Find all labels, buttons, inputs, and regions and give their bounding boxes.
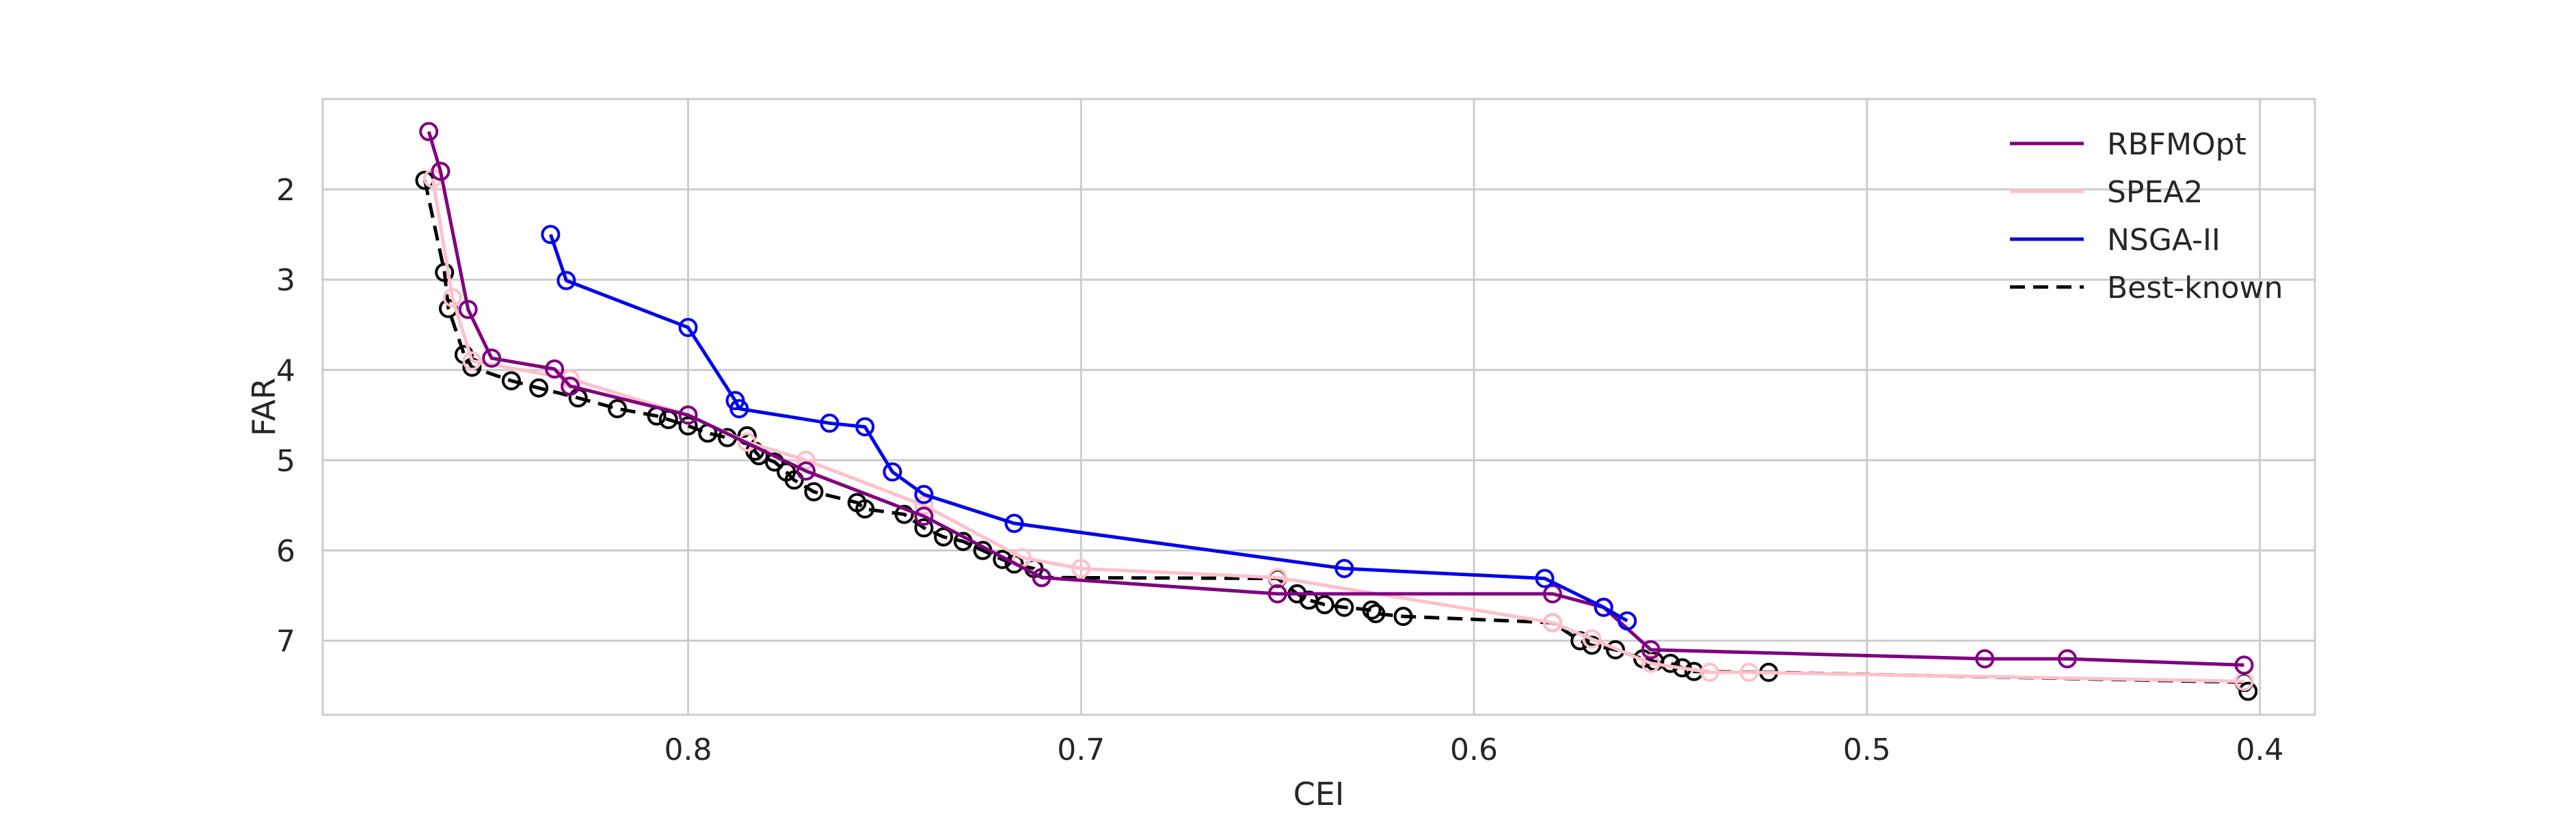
series-layer	[415, 122, 2258, 701]
legend-item-spea2: SPEA2	[2010, 175, 2203, 210]
y-axis-label: FAR	[245, 378, 282, 437]
legend-item-nsga-ii: NSGA-II	[2010, 223, 2221, 258]
legend-label-nsga-ii: NSGA-II	[2107, 223, 2221, 258]
data-point-spea2	[1700, 662, 1719, 682]
data-point-best-known	[1362, 600, 1382, 620]
data-point-best-known	[1605, 640, 1625, 659]
data-point-nsga-ii	[729, 399, 749, 419]
data-point-spea2	[1739, 662, 1759, 682]
y-tick-label: 5	[276, 443, 295, 478]
y-tick-label: 7	[276, 625, 295, 659]
grid-lines	[323, 99, 2315, 715]
data-point-best-known	[855, 499, 875, 519]
data-point-best-known	[1582, 636, 1602, 655]
data-point-best-known	[764, 452, 784, 472]
data-point-nsga-ii	[1334, 558, 1354, 578]
data-point-rbfmopt	[419, 122, 439, 141]
data-point-best-known	[678, 416, 698, 436]
data-point-spea2	[796, 450, 816, 470]
data-point-nsga-ii	[1618, 611, 1637, 631]
y-tick-label: 3	[276, 263, 295, 298]
data-point-best-known	[501, 371, 521, 391]
data-point-spea2	[914, 495, 934, 515]
data-point-best-known	[529, 378, 549, 398]
data-point-rbfmopt	[561, 377, 580, 396]
series-line-nsga-ii	[549, 234, 1628, 623]
data-point-best-known	[435, 262, 455, 282]
data-point-nsga-ii	[855, 417, 875, 437]
data-point-rbfmopt	[2234, 655, 2254, 675]
series-line-spea2	[431, 178, 2244, 683]
data-point-rbfmopt	[1542, 584, 1562, 603]
x-tick-label: 0.5	[1843, 733, 1891, 767]
data-point-spea2	[462, 351, 482, 371]
data-point-nsga-ii	[1594, 597, 1613, 617]
data-point-rbfmopt	[458, 299, 478, 319]
data-point-best-known	[804, 482, 824, 502]
data-point-best-known	[1334, 597, 1354, 617]
legend-label-spea2: SPEA2	[2107, 175, 2203, 210]
tick-labels: 0.8 0.7 0.6 0.5 0.4 2 3 4 5 6 7	[276, 173, 2284, 767]
data-point-spea2	[737, 433, 757, 452]
data-point-spea2	[442, 288, 462, 308]
legend-item-best-known: Best-known	[2010, 271, 2283, 305]
y-tick-label: 4	[276, 353, 295, 388]
x-tick-label: 0.4	[2236, 733, 2284, 767]
legend-label-best-known: Best-known	[2107, 271, 2283, 305]
x-tick-label: 0.7	[1057, 733, 1105, 767]
y-tick-label: 6	[276, 534, 295, 569]
data-point-spea2	[1071, 558, 1091, 578]
data-point-rbfmopt	[431, 161, 451, 181]
data-point-rbfmopt	[482, 348, 502, 368]
data-point-rbfmopt	[2057, 649, 2077, 669]
y-tick-label: 2	[276, 173, 295, 208]
data-point-nsga-ii	[556, 271, 576, 290]
data-point-best-known	[1393, 606, 1413, 626]
data-point-best-known	[894, 504, 914, 524]
data-point-spea2	[1542, 613, 1562, 633]
data-point-rbfmopt	[678, 405, 698, 425]
data-point-rbfmopt	[1641, 640, 1661, 659]
data-point-rbfmopt	[1975, 649, 1995, 669]
data-point-nsga-ii	[914, 484, 934, 504]
legend: RBFMOpt SPEA2 NSGA-II Best-known	[2010, 127, 2283, 305]
legend-item-rbfmopt: RBFMOpt	[2010, 127, 2246, 162]
series-nsga-ii	[541, 225, 1637, 631]
data-point-nsga-ii	[1535, 569, 1555, 588]
data-point-rbfmopt	[796, 461, 816, 481]
data-point-rbfmopt	[1032, 568, 1051, 588]
data-point-nsga-ii	[883, 462, 902, 482]
data-point-rbfmopt	[914, 506, 934, 526]
data-point-nsga-ii	[541, 225, 561, 245]
plot-area-frame	[321, 98, 2316, 716]
data-point-best-known	[934, 527, 954, 547]
data-point-best-known	[2238, 681, 2258, 701]
data-point-best-known	[784, 470, 804, 490]
data-point-best-known	[1366, 604, 1386, 624]
data-point-best-known	[914, 518, 934, 538]
data-point-best-known	[608, 399, 628, 419]
series-line-best-known	[422, 180, 2250, 692]
data-point-rbfmopt	[545, 359, 565, 379]
data-point-spea2	[1582, 629, 1602, 649]
x-axis-label: CEI	[1293, 776, 1345, 812]
data-point-spea2	[1641, 653, 1661, 673]
x-tick-label: 0.8	[665, 733, 712, 767]
series-line-rbfmopt	[427, 131, 2244, 667]
data-point-nsga-ii	[678, 318, 698, 338]
legend-label-rbfmopt: RBFMOpt	[2107, 127, 2246, 162]
data-point-best-known	[1315, 594, 1334, 614]
data-point-rbfmopt	[1267, 584, 1287, 603]
data-point-nsga-ii	[1004, 513, 1024, 533]
x-tick-label: 0.6	[1450, 733, 1498, 767]
data-point-best-known	[1661, 653, 1680, 673]
data-point-nsga-ii	[820, 413, 840, 433]
